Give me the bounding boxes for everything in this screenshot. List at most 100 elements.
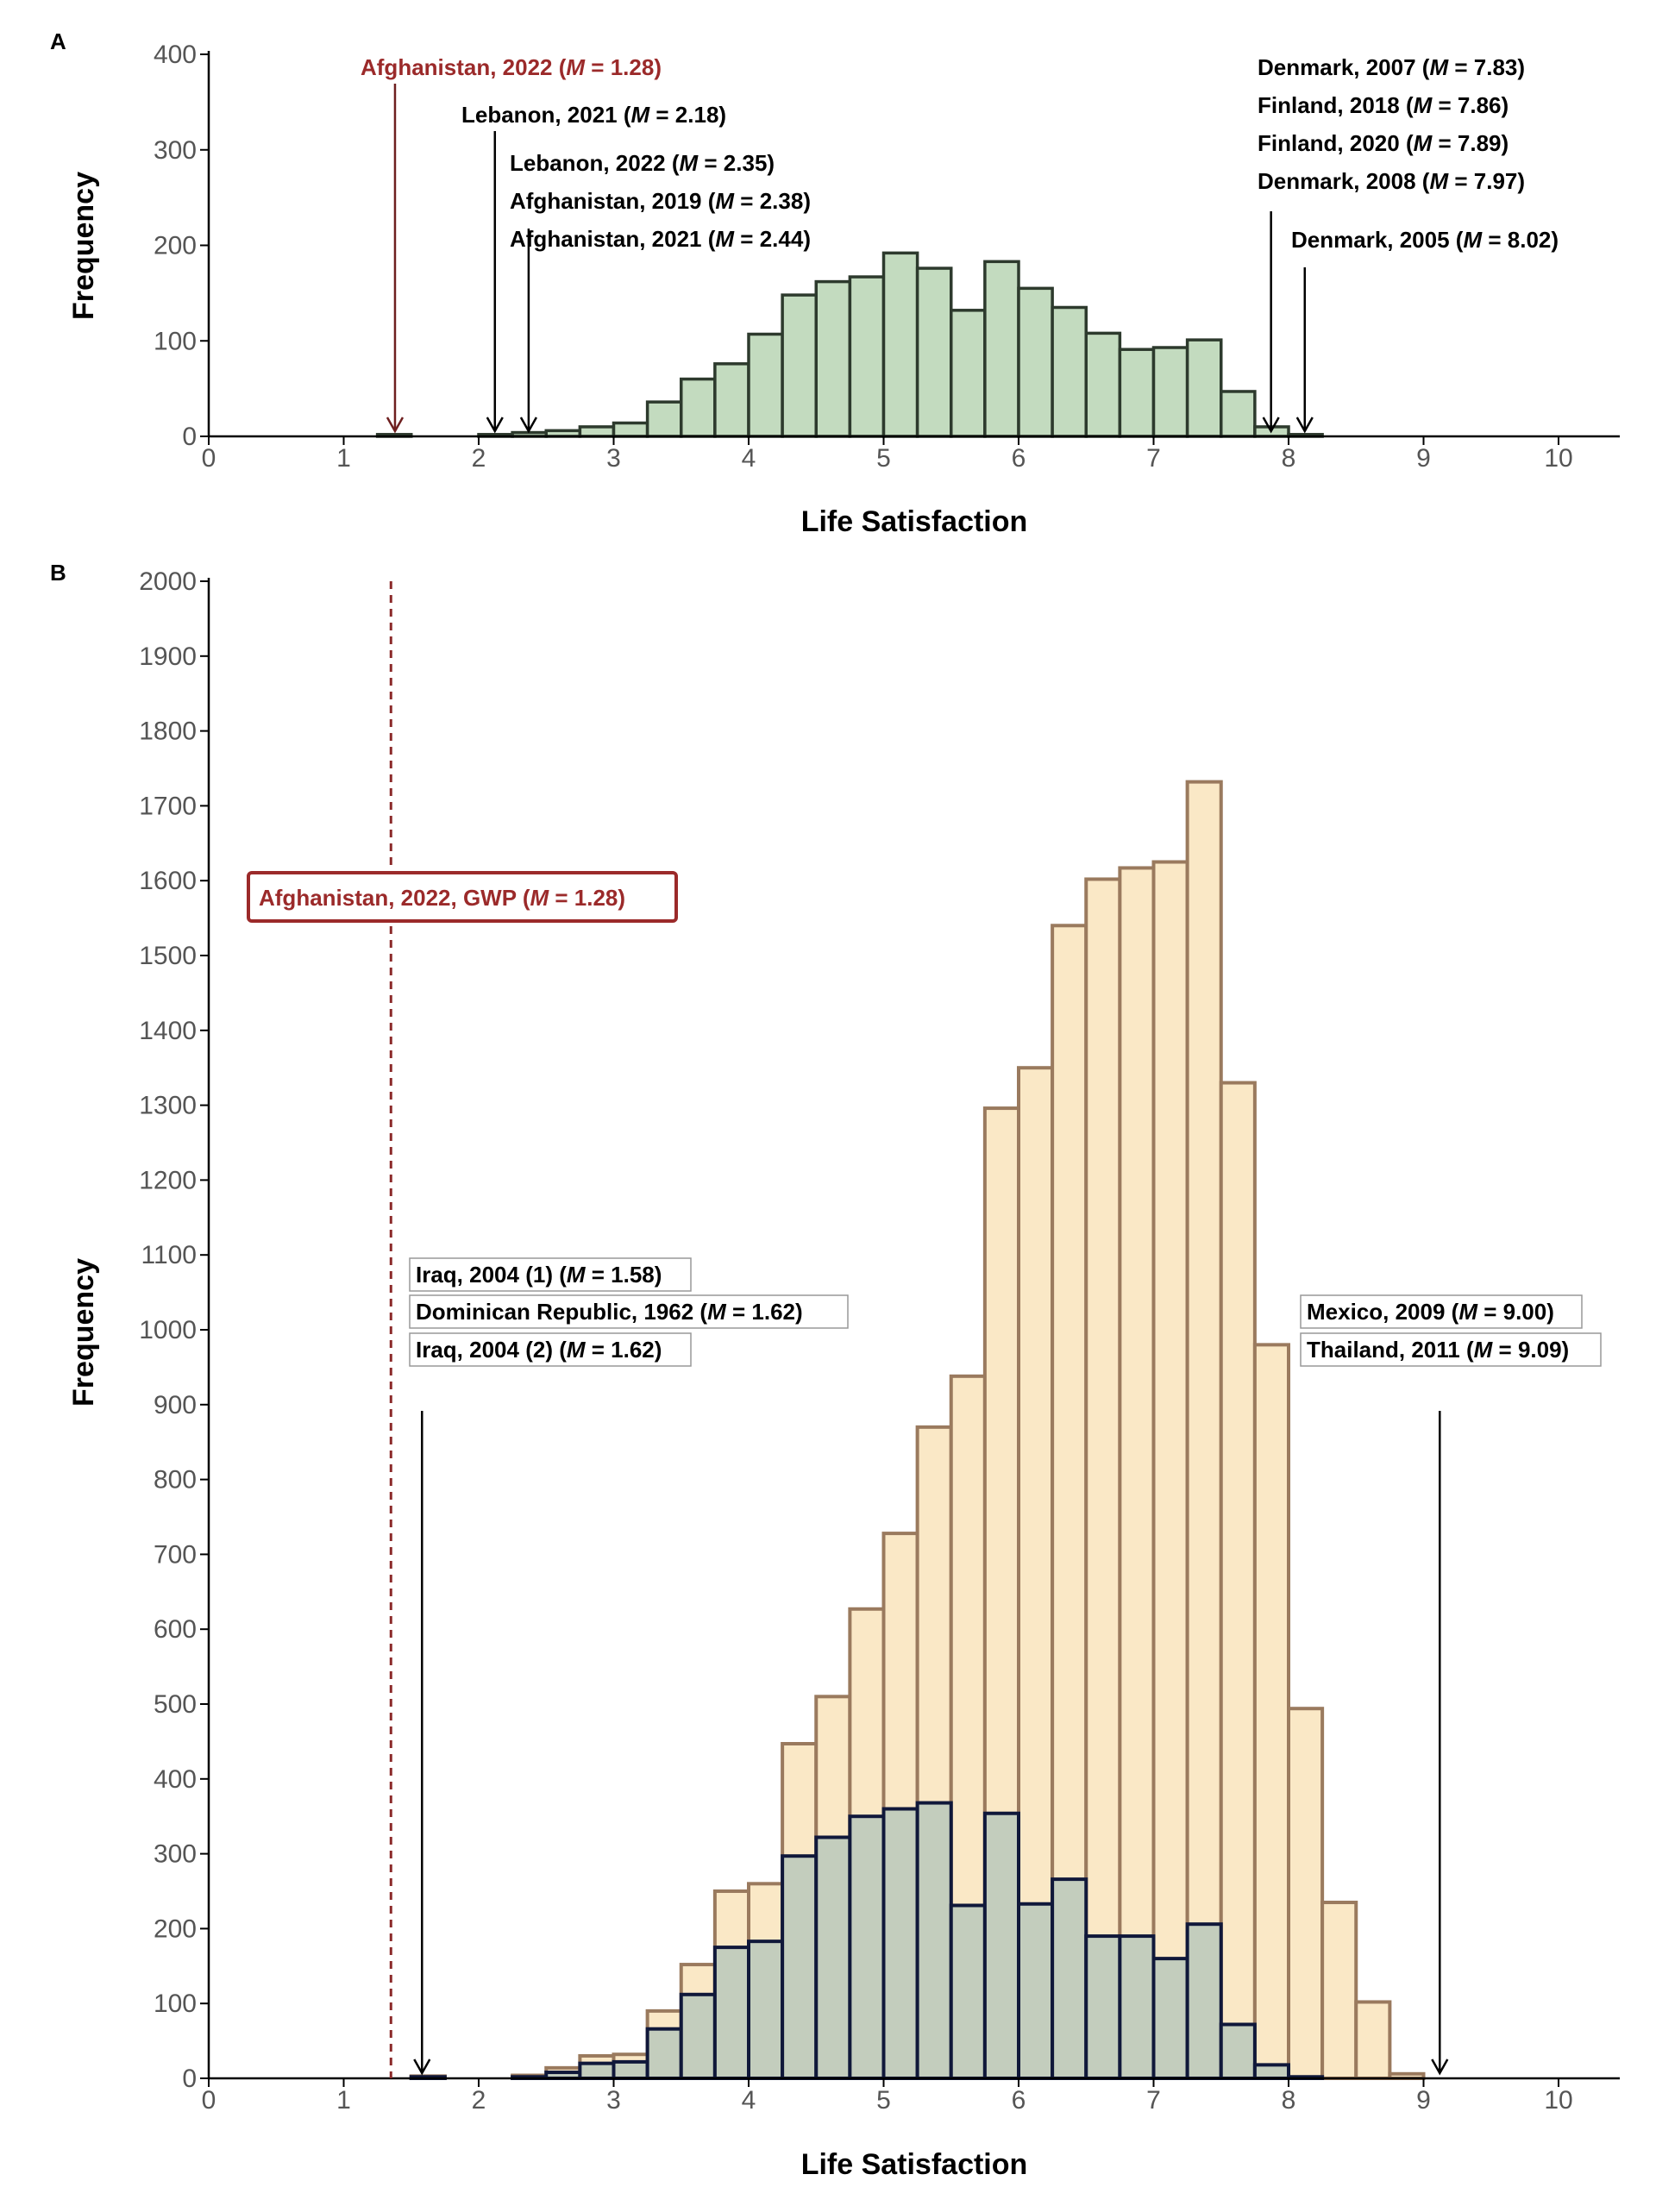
histogram-bar <box>612 421 649 438</box>
annotation-a-5: Denmark, 2007 (M = 7.83) <box>1258 54 1525 80</box>
histogram-bar-front <box>1051 1877 1088 2081</box>
annotation-a-9: Denmark, 2005 (M = 8.02) <box>1291 227 1559 253</box>
histogram-bar <box>983 260 1020 438</box>
x-tick-label: 10 <box>1544 2086 1572 2115</box>
y-tick-label: 1000 <box>139 1316 197 1344</box>
y-tick-label: 200 <box>154 232 197 260</box>
histogram-bar <box>1220 390 1257 438</box>
label-box-b-4 <box>1300 1294 1583 1329</box>
x-tick-label: 1 <box>336 2086 351 2115</box>
histogram-bar-back <box>1084 877 1122 2080</box>
x-tick-label: 7 <box>1146 2086 1161 2115</box>
histogram-bar <box>1051 305 1088 438</box>
annotation-a-1: Lebanon, 2021 (M = 2.18) <box>461 102 726 128</box>
histogram-bar-front <box>1185 1922 1223 2080</box>
histogram-bar-front <box>881 1807 919 2081</box>
histogram-bar-front <box>1118 1934 1156 2081</box>
panel-a-y-axis-title: Frequency <box>67 172 100 320</box>
histogram-bar-front <box>747 1939 785 2080</box>
annotation-b-0: Afghanistan, 2022, GWP (M = 1.28) <box>259 885 625 911</box>
y-tick-label: 1800 <box>139 717 197 746</box>
panel-a-x-axis-title: Life Satisfaction <box>801 505 1028 538</box>
x-tick-label: 0 <box>202 2086 216 2115</box>
panel-a-bars <box>375 251 1324 438</box>
histogram-bar-front <box>982 1811 1020 2081</box>
y-tick-label: 400 <box>154 1765 197 1794</box>
x-tick-label: 7 <box>1146 444 1161 473</box>
histogram-bar <box>1118 348 1156 438</box>
panel-a-axes: 0 100 200 300 400 0 1 2 3 4 5 6 7 8 9 10 <box>154 41 1620 473</box>
x-tick-label: 0 <box>202 444 216 473</box>
panel-b-x-axis-title: Life Satisfaction <box>801 2148 1028 2181</box>
histogram-bar-front <box>915 1801 953 2080</box>
y-tick-label: 200 <box>154 1914 197 1943</box>
annotation-b-2: Dominican Republic, 1962 (M = 1.62) <box>416 1299 803 1325</box>
histogram-bar <box>1151 346 1189 438</box>
y-tick-label: 1400 <box>139 1017 197 1045</box>
arrow-mexico-2009-head <box>1431 2058 1449 2076</box>
histogram-bar-back <box>1287 1707 1325 2080</box>
histogram-bar <box>881 251 919 438</box>
y-tick-label: 1500 <box>139 942 197 970</box>
histogram-bar-front <box>1084 1934 1122 2081</box>
label-box-b-5 <box>1300 1332 1602 1367</box>
annotation-a-8: Denmark, 2008 (M = 7.97) <box>1258 168 1525 194</box>
histogram-bar-front <box>612 2059 649 2081</box>
annotation-a-3: Afghanistan, 2019 (M = 2.38) <box>510 188 811 214</box>
annotation-b-3: Iraq, 2004 (2) (M = 1.62) <box>416 1337 662 1363</box>
annotation-b-5: Thailand, 2011 (M = 9.09) <box>1307 1337 1569 1363</box>
x-tick-label: 2 <box>472 2086 486 2115</box>
panel-label-b: B <box>50 560 66 586</box>
panel-a-arrows <box>386 84 1314 434</box>
y-tick-label: 100 <box>154 1990 197 2018</box>
histogram-bar-back <box>1118 866 1156 2080</box>
histogram-bar-front <box>1017 1902 1055 2081</box>
histogram-bar-front <box>712 1946 750 2081</box>
y-tick-label: 0 <box>182 423 197 451</box>
panel-b-y-axis-title: Frequency <box>67 1258 100 1407</box>
annotation-b-1: Iraq, 2004 (1) (M = 1.58) <box>416 1262 662 1288</box>
x-tick-label: 8 <box>1282 2086 1296 2115</box>
panel-label-a: A <box>50 28 66 54</box>
histogram-bar <box>915 266 953 438</box>
arrow-iraq-2004-head <box>413 2058 431 2076</box>
histogram-bar-front <box>645 2027 683 2080</box>
histogram-bar <box>814 279 852 438</box>
annotation-a-7: Finland, 2020 (M = 7.89) <box>1258 130 1509 156</box>
histogram-bar <box>1017 286 1054 438</box>
histogram-bar-back <box>1320 1901 1358 2081</box>
y-tick-label: 0 <box>182 2065 197 2093</box>
histogram-bar-front <box>679 1992 717 2080</box>
highlight-label-box <box>247 871 678 923</box>
x-tick-label: 1 <box>336 444 351 473</box>
histogram-bar-front <box>814 1835 852 2080</box>
annotation-a-2: Lebanon, 2022 (M = 2.35) <box>510 150 775 176</box>
y-tick-label: 300 <box>154 136 197 165</box>
histogram-bar-back <box>1219 1081 1257 2080</box>
histogram-bar <box>680 377 717 438</box>
y-tick-label: 800 <box>154 1466 197 1495</box>
y-tick-label: 1600 <box>139 867 197 895</box>
histogram-bar <box>1084 331 1122 438</box>
histogram-bar-front <box>578 2061 616 2080</box>
y-tick-label: 900 <box>154 1391 197 1419</box>
panel-b-axes: 0100200300400500600700800900100011001200… <box>139 567 1620 2115</box>
y-tick-label: 2000 <box>139 567 197 596</box>
x-tick-label: 4 <box>742 2086 756 2115</box>
x-tick-label: 6 <box>1012 2086 1026 2115</box>
label-box-b-1 <box>409 1257 692 1292</box>
y-tick-label: 300 <box>154 1840 197 1869</box>
arrow-denmark-2005-head <box>1295 417 1314 434</box>
y-tick-label: 1200 <box>139 1166 197 1194</box>
histogram-bar-front <box>1252 2063 1290 2080</box>
arrow-denmark-2007-head <box>1262 417 1280 434</box>
y-tick-label: 400 <box>154 41 197 69</box>
histogram-bar-front <box>1219 2022 1257 2080</box>
y-tick-label: 1100 <box>141 1241 197 1269</box>
arrow-lebanon-2021-head <box>486 417 504 434</box>
histogram-bar-back <box>1252 1343 1290 2080</box>
x-tick-label: 4 <box>742 444 756 473</box>
y-tick-label: 1900 <box>139 642 197 671</box>
x-tick-label: 6 <box>1012 444 1026 473</box>
arrow-lebanon-2022-head <box>519 417 537 434</box>
